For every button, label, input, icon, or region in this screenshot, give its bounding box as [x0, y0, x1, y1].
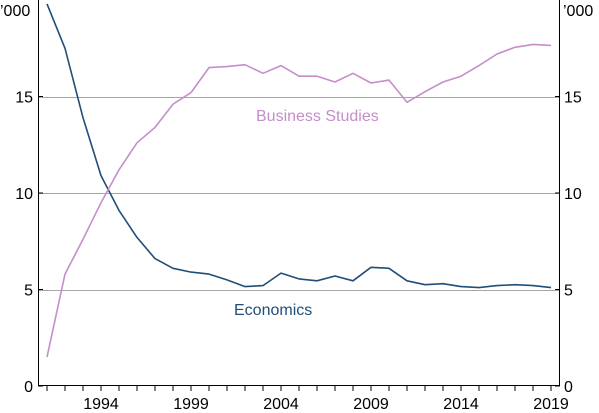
x-tick-label-2014: 2014 [443, 396, 479, 413]
series-label-business-studies: Business Studies [256, 108, 379, 125]
y-tick-label-right-15: 15 [564, 90, 582, 107]
y-tick-label-right-5: 5 [564, 283, 573, 300]
y-tick-label-right-0: 0 [564, 379, 573, 396]
x-axis-ticks: 1994 1999 2004 2009 2014 2019 [46, 386, 569, 413]
y-tick-label-left-15: 15 [15, 90, 33, 107]
y-tick-label-left-0: 0 [24, 379, 33, 396]
left-unit-label: ’000 [0, 3, 30, 20]
y-tick-label-left-5: 5 [24, 283, 33, 300]
x-tick-label-2009: 2009 [353, 396, 389, 413]
y-tick-label-left-10: 10 [15, 186, 33, 203]
x-tick-label-2019: 2019 [533, 396, 569, 413]
x-tick-label-1994: 1994 [83, 396, 119, 413]
right-unit-label: ’000 [563, 3, 593, 20]
series-line-business-studies [46, 43, 552, 358]
y-axis-ticks: 0 0 5 5 10 10 15 15 [15, 90, 582, 397]
series-lines [46, 3, 552, 358]
x-tick-label-1999: 1999 [173, 396, 209, 413]
y-tick-label-right-10: 10 [564, 186, 582, 203]
gridlines [38, 97, 560, 291]
series-line-economics [46, 3, 552, 289]
series-label-economics: Economics [234, 302, 312, 319]
x-tick-label-2004: 2004 [263, 396, 299, 413]
